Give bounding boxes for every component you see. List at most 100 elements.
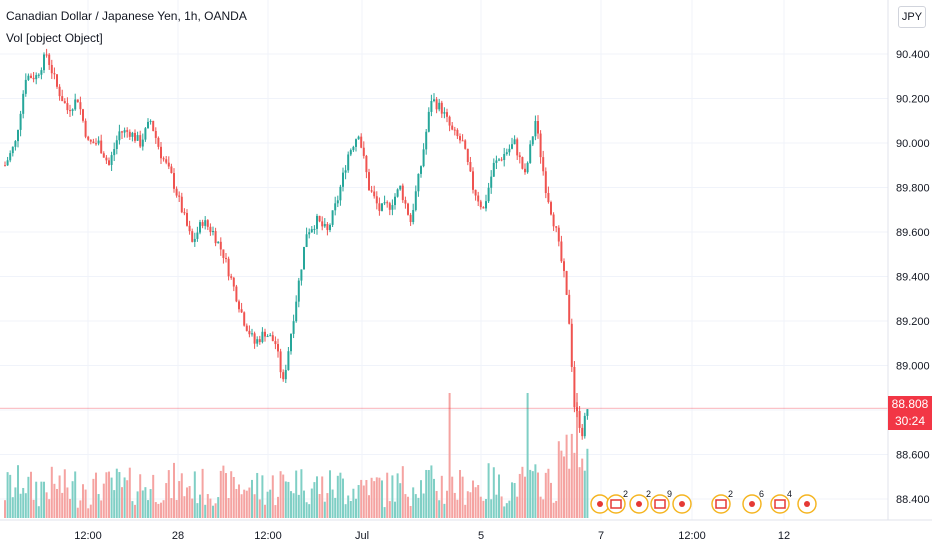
volume-bar	[102, 483, 105, 518]
candle	[214, 231, 217, 244]
volume-bar	[178, 481, 181, 518]
event-markers[interactable]: 2 2 9 2 6 4	[590, 489, 817, 514]
volume-bar	[344, 504, 347, 518]
candle	[261, 331, 264, 343]
candle	[570, 323, 573, 367]
candle	[45, 54, 48, 56]
price-tick-label: 88.400	[896, 494, 930, 506]
candle	[152, 120, 155, 131]
candle	[557, 227, 560, 242]
candle	[188, 225, 191, 232]
currency-unit-button[interactable]: JPY	[898, 6, 926, 28]
volume-bar	[321, 476, 324, 518]
volume-bar	[368, 495, 370, 518]
candle	[381, 203, 383, 211]
volume-bar	[386, 472, 389, 518]
volume-bar	[79, 500, 82, 518]
calendar-event-icon[interactable]: 2	[711, 489, 733, 514]
volume-bar	[253, 494, 256, 518]
candle	[277, 344, 279, 352]
candle	[14, 141, 17, 147]
candle	[251, 333, 253, 335]
candle	[466, 148, 469, 163]
volume-bar	[37, 506, 40, 518]
candle	[329, 224, 331, 231]
volume-bar	[573, 452, 576, 518]
candle	[144, 128, 147, 140]
volume-bar	[53, 483, 56, 518]
volume-bar	[66, 487, 69, 518]
candle	[53, 73, 56, 75]
volume-indicator-label[interactable]: Vol [object Object]	[6, 31, 103, 45]
volume-bar	[256, 472, 259, 518]
volume-bar	[167, 470, 170, 518]
candle	[139, 135, 142, 147]
volume-bar	[219, 470, 222, 518]
candle	[305, 234, 308, 247]
candle	[282, 372, 285, 380]
candles	[4, 48, 589, 440]
volume-bar	[425, 469, 428, 518]
candle	[459, 136, 461, 141]
volume-bar	[412, 487, 415, 518]
candle	[396, 189, 399, 197]
volume-bar	[318, 494, 321, 518]
volume-bar	[482, 500, 485, 518]
candle	[183, 212, 186, 214]
candle	[420, 166, 422, 174]
calendar-event-icon[interactable]: 2	[629, 489, 651, 514]
countdown-tag: 30:24	[888, 413, 932, 430]
volume-bar	[492, 467, 495, 518]
volume-bar	[199, 494, 201, 518]
volume-bar	[27, 476, 30, 518]
volume-bar	[295, 470, 298, 518]
candle	[74, 99, 77, 110]
candle	[264, 331, 266, 337]
calendar-event-icon[interactable]: 2	[606, 489, 628, 514]
candle	[79, 102, 82, 110]
volume-bar	[209, 498, 212, 518]
candle	[248, 330, 251, 335]
volume-bar	[183, 496, 186, 518]
candle	[310, 229, 313, 233]
volume-bar	[97, 494, 100, 518]
volume-bar	[487, 463, 490, 518]
calendar-event-icon[interactable]	[672, 494, 692, 514]
time-tick-label: Jul	[355, 530, 369, 542]
volume-bar	[336, 475, 339, 518]
candle	[279, 351, 282, 373]
volume-bar	[456, 499, 459, 518]
candle	[495, 160, 498, 163]
volume-bar	[11, 497, 14, 518]
candle	[492, 162, 495, 177]
candle	[196, 232, 199, 239]
calendar-event-icon[interactable]	[797, 494, 817, 514]
price-tick-label: 89.400	[896, 272, 930, 284]
calendar-event-icon[interactable]: 9	[650, 489, 672, 514]
candle	[186, 212, 188, 226]
candle	[149, 120, 152, 122]
volume-bar	[100, 500, 103, 518]
event-count-badge: 4	[787, 489, 792, 499]
event-count-badge: 9	[667, 489, 672, 499]
calendar-event-icon[interactable]: 4	[770, 489, 792, 514]
candle	[399, 185, 402, 190]
volume-bar	[227, 498, 230, 518]
candle	[131, 132, 134, 137]
volume-bar	[30, 471, 32, 518]
volume-bar	[160, 502, 162, 518]
candle	[160, 146, 162, 159]
calendar-event-icon[interactable]: 6	[742, 489, 764, 514]
volume-bar	[516, 496, 519, 518]
volume-bar	[170, 498, 173, 518]
volume-bar	[391, 475, 394, 518]
volume-bar	[9, 474, 12, 518]
volume-bar	[269, 489, 272, 518]
volume-bar	[123, 477, 126, 518]
candle	[303, 246, 305, 270]
volume-bar	[131, 501, 134, 518]
volume-bar	[141, 490, 144, 518]
volume-bar	[433, 478, 435, 518]
volume-bar	[464, 504, 467, 518]
